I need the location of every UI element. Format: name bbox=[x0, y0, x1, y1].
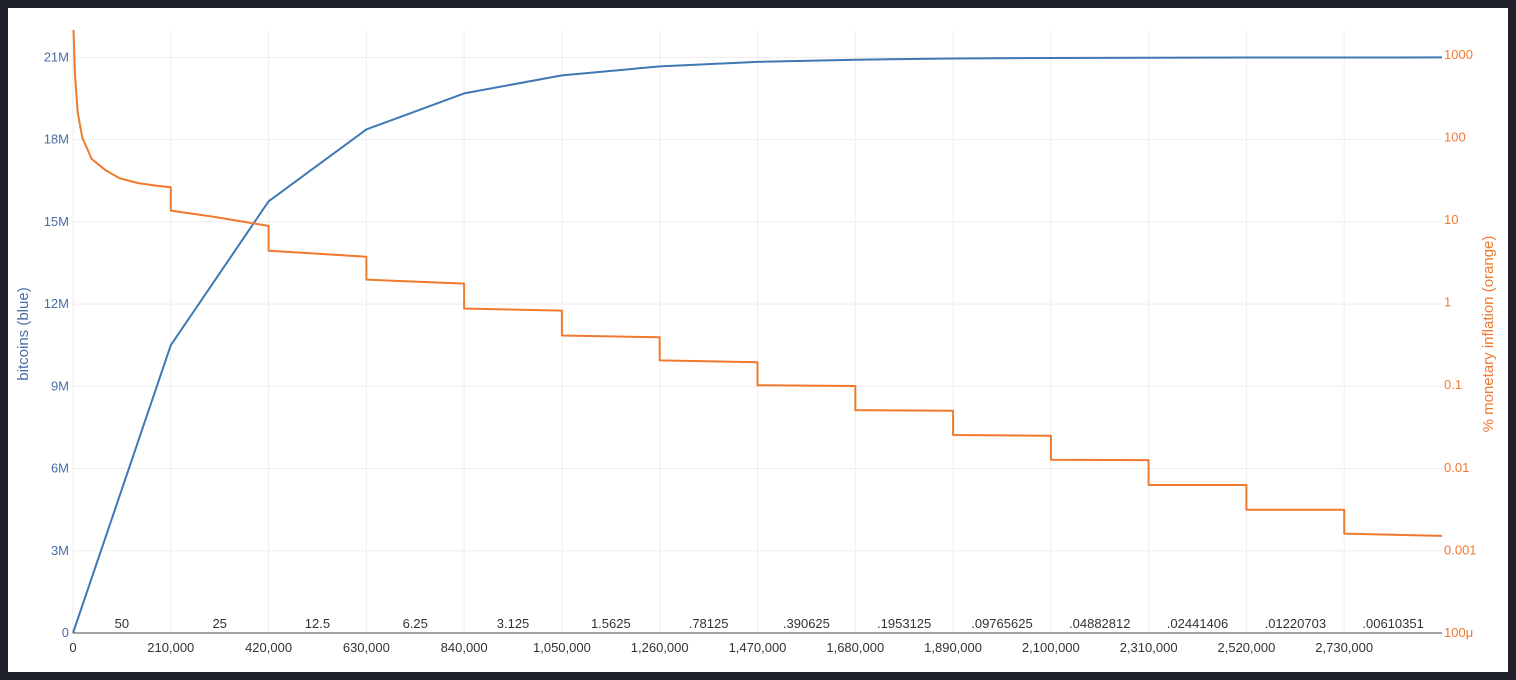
block-reward-label: 1.5625 bbox=[591, 616, 631, 631]
x-tick-label: 420,000 bbox=[245, 640, 292, 655]
y-left-tick-label: 18M bbox=[44, 132, 69, 147]
y-left-tick-label: 3M bbox=[51, 543, 69, 558]
x-tick-label: 2,100,000 bbox=[1022, 640, 1080, 655]
y-right-axis-title: % monetary inflation (orange) bbox=[1480, 236, 1497, 433]
y-right-tick-label: 100μ bbox=[1444, 625, 1473, 640]
y-left-tick-label: 9M bbox=[51, 378, 69, 393]
block-reward-label: 3.125 bbox=[497, 616, 530, 631]
grid bbox=[72, 30, 1442, 633]
x-tick-label: 1,680,000 bbox=[826, 640, 884, 655]
x-tick-label: 2,310,000 bbox=[1120, 640, 1178, 655]
block-reward-label: .78125 bbox=[689, 616, 729, 631]
block-reward-label: .02441406 bbox=[1167, 616, 1228, 631]
block-reward-label: .04882812 bbox=[1069, 616, 1130, 631]
y-left-tick-label: 12M bbox=[44, 296, 69, 311]
x-tick-label: 630,000 bbox=[343, 640, 390, 655]
block-reward-label: 6.25 bbox=[403, 616, 428, 631]
block-reward-label: .1953125 bbox=[877, 616, 931, 631]
y-left-tick-label: 21M bbox=[44, 49, 69, 64]
y-right-tick-label: 100 bbox=[1444, 129, 1466, 144]
y-right-tick-label: 0.1 bbox=[1444, 377, 1462, 392]
y-left-tick-label: 0 bbox=[62, 625, 69, 640]
block-reward-label: 25 bbox=[212, 616, 226, 631]
block-reward-label: 12.5 bbox=[305, 616, 330, 631]
block-reward-label: 50 bbox=[115, 616, 129, 631]
x-tick-label: 2,730,000 bbox=[1315, 640, 1373, 655]
y-right-tick-label: 0.01 bbox=[1444, 460, 1469, 475]
y-right-tick-label: 0.001 bbox=[1444, 542, 1477, 557]
x-tick-label: 2,520,000 bbox=[1218, 640, 1276, 655]
block-reward-label: .00610351 bbox=[1362, 616, 1423, 631]
x-tick-label: 1,050,000 bbox=[533, 640, 591, 655]
inflation-series-line bbox=[72, 29, 1443, 537]
axes: bitcoins (blue) % monetary inflation (or… bbox=[15, 47, 1497, 655]
y-right-tick-label: 1 bbox=[1444, 295, 1451, 310]
x-tick-label: 1,470,000 bbox=[729, 640, 787, 655]
x-tick-label: 840,000 bbox=[441, 640, 488, 655]
y-left-tick-label: 15M bbox=[44, 214, 69, 229]
x-tick-label: 1,260,000 bbox=[631, 640, 689, 655]
supply-inflation-chart: bitcoins (blue) % monetary inflation (or… bbox=[15, 29, 1497, 655]
x-tick-label: 210,000 bbox=[147, 640, 194, 655]
y-right-tick-label: 10 bbox=[1444, 212, 1458, 227]
chart-frame: bitcoins (blue) % monetary inflation (or… bbox=[8, 8, 1508, 672]
x-tick-label: 0 bbox=[69, 640, 76, 655]
x-tick-label: 1,890,000 bbox=[924, 640, 982, 655]
y-right-tick-label: 1000 bbox=[1444, 47, 1473, 62]
y-left-tick-label: 6M bbox=[51, 461, 69, 476]
y-left-axis-title: bitcoins (blue) bbox=[15, 287, 32, 380]
block-reward-label: .09765625 bbox=[971, 616, 1032, 631]
block-reward-label: .01220703 bbox=[1265, 616, 1326, 631]
block-reward-label: .390625 bbox=[783, 616, 830, 631]
